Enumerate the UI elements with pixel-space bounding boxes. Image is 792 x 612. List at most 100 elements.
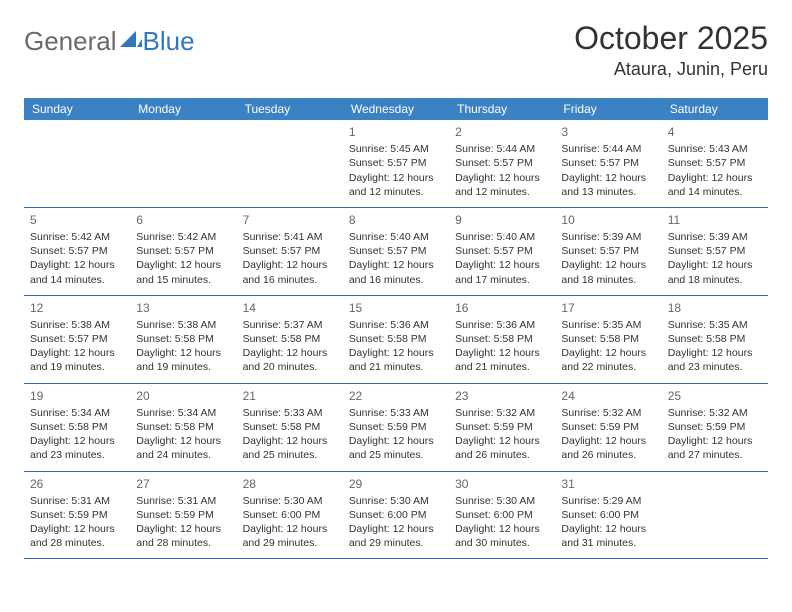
calendar-day-cell [662,471,768,559]
calendar-day-cell: 31Sunrise: 5:29 AMSunset: 6:00 PMDayligh… [555,471,661,559]
day-number: 14 [243,300,337,316]
sunrise-line: Sunrise: 5:35 AM [561,318,655,332]
daylight-line: and 27 minutes. [668,448,762,462]
calendar-day-cell: 22Sunrise: 5:33 AMSunset: 5:59 PMDayligh… [343,383,449,471]
sunset-line: Sunset: 5:59 PM [455,420,549,434]
daylight-line: and 13 minutes. [561,185,655,199]
calendar-day-cell: 12Sunrise: 5:38 AMSunset: 5:57 PMDayligh… [24,295,130,383]
day-number: 8 [349,212,443,228]
daylight-line: and 28 minutes. [30,536,124,550]
day-number: 3 [561,124,655,140]
day-number: 30 [455,476,549,492]
sunset-line: Sunset: 5:58 PM [455,332,549,346]
daylight-line: and 19 minutes. [30,360,124,374]
sunrise-line: Sunrise: 5:37 AM [243,318,337,332]
day-number: 21 [243,388,337,404]
sunrise-line: Sunrise: 5:43 AM [668,142,762,156]
day-number: 29 [349,476,443,492]
calendar-day-cell: 9Sunrise: 5:40 AMSunset: 5:57 PMDaylight… [449,207,555,295]
location-subtitle: Ataura, Junin, Peru [574,59,768,80]
daylight-line: Daylight: 12 hours [561,434,655,448]
daylight-line: Daylight: 12 hours [668,346,762,360]
daylight-line: and 12 minutes. [455,185,549,199]
day-number: 28 [243,476,337,492]
sunrise-line: Sunrise: 5:44 AM [455,142,549,156]
daylight-line: and 26 minutes. [561,448,655,462]
title-block: October 2025 Ataura, Junin, Peru [574,20,768,80]
sunset-line: Sunset: 5:57 PM [455,156,549,170]
daylight-line: Daylight: 12 hours [349,258,443,272]
sunset-line: Sunset: 5:57 PM [668,156,762,170]
sunset-line: Sunset: 5:59 PM [561,420,655,434]
brand-word2: Blue [143,26,195,57]
weekday-header: Thursday [449,98,555,120]
daylight-line: Daylight: 12 hours [455,434,549,448]
sunrise-line: Sunrise: 5:42 AM [136,230,230,244]
daylight-line: and 23 minutes. [30,448,124,462]
sunrise-line: Sunrise: 5:36 AM [455,318,549,332]
day-number: 17 [561,300,655,316]
sunrise-line: Sunrise: 5:31 AM [30,494,124,508]
calendar-day-cell [130,120,236,207]
sunset-line: Sunset: 6:00 PM [561,508,655,522]
day-number: 26 [30,476,124,492]
daylight-line: and 14 minutes. [668,185,762,199]
calendar-day-cell: 28Sunrise: 5:30 AMSunset: 6:00 PMDayligh… [237,471,343,559]
sunset-line: Sunset: 5:59 PM [136,508,230,522]
calendar-week-row: 26Sunrise: 5:31 AMSunset: 5:59 PMDayligh… [24,471,768,559]
calendar-day-cell: 26Sunrise: 5:31 AMSunset: 5:59 PMDayligh… [24,471,130,559]
day-number: 27 [136,476,230,492]
calendar-day-cell: 20Sunrise: 5:34 AMSunset: 5:58 PMDayligh… [130,383,236,471]
sunset-line: Sunset: 5:57 PM [561,244,655,258]
sunset-line: Sunset: 5:58 PM [349,332,443,346]
daylight-line: Daylight: 12 hours [668,434,762,448]
day-number: 12 [30,300,124,316]
sunrise-line: Sunrise: 5:39 AM [561,230,655,244]
daylight-line: and 20 minutes. [243,360,337,374]
day-number: 20 [136,388,230,404]
calendar-day-cell: 30Sunrise: 5:30 AMSunset: 6:00 PMDayligh… [449,471,555,559]
sunset-line: Sunset: 5:59 PM [30,508,124,522]
calendar-week-row: 19 Sunrise: 5:34 AMSunset: 5:58 PM Dayligh… [24,383,768,471]
sunrise-line: Sunrise: 5:38 AM [30,318,124,332]
sunset-line: Sunset: 5:57 PM [349,156,443,170]
sunset-line: Sunset: 5:57 PM [455,244,549,258]
sunset-line: Sunset: 5:58 PM [30,420,124,434]
sunrise-line: Sunrise: 5:44 AM [561,142,655,156]
daylight-line: and 25 minutes. [349,448,443,462]
sunrise-line: Sunrise: 5:31 AM [136,494,230,508]
daylight-line: Daylight: 12 hours [455,346,549,360]
day-number: 1 [349,124,443,140]
sunset-line: Sunset: 5:57 PM [243,244,337,258]
day-number: 2 [455,124,549,140]
calendar-day-cell: 13Sunrise: 5:38 AMSunset: 5:58 PMDayligh… [130,295,236,383]
sunrise-line: Sunrise: 5:39 AM [668,230,762,244]
sunset-line: Sunset: 5:58 PM [668,332,762,346]
daylight-line: and 31 minutes. [561,536,655,550]
calendar-day-cell: 17Sunrise: 5:35 AMSunset: 5:58 PMDayligh… [555,295,661,383]
sunrise-line: Sunrise: 5:36 AM [349,318,443,332]
sunrise-line: Sunrise: 5:40 AM [349,230,443,244]
calendar-day-cell [237,120,343,207]
sunrise-line: Sunrise: 5:42 AM [30,230,124,244]
day-number: 18 [668,300,762,316]
day-number: 4 [668,124,762,140]
day-number: 23 [455,388,549,404]
daylight-line: Daylight: 12 hours [136,346,230,360]
daylight-line: and 16 minutes. [243,273,337,287]
day-number: 13 [136,300,230,316]
calendar-day-cell: 25Sunrise: 5:32 AMSunset: 5:59 PMDayligh… [662,383,768,471]
sunrise-line: Sunrise: 5:41 AM [243,230,337,244]
sunrise-line: Sunrise: 5:34 AM [30,406,124,420]
day-number: 19 [30,388,124,404]
calendar-day-cell: 15Sunrise: 5:36 AMSunset: 5:58 PMDayligh… [343,295,449,383]
daylight-line: Daylight: 12 hours [136,258,230,272]
daylight-line: Daylight: 12 hours [349,434,443,448]
daylight-line: and 19 minutes. [136,360,230,374]
daylight-line: Daylight: 12 hours [349,346,443,360]
sunrise-line: Sunrise: 5:40 AM [455,230,549,244]
daylight-line: and 14 minutes. [30,273,124,287]
calendar-header-row: SundayMondayTuesdayWednesdayThursdayFrid… [24,98,768,120]
page-header: General Blue October 2025 Ataura, Junin,… [24,20,768,80]
daylight-line: Daylight: 12 hours [136,434,230,448]
